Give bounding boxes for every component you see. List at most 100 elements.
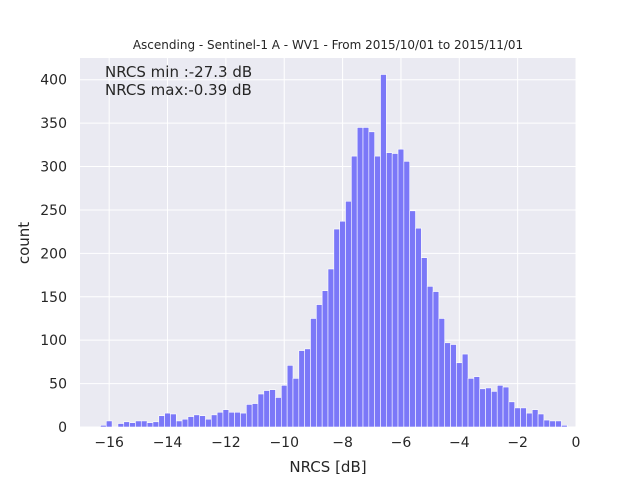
histogram-bar xyxy=(292,378,300,428)
x-tick-label: −2 xyxy=(507,435,528,451)
histogram-bar xyxy=(234,411,241,428)
histogram-bar xyxy=(123,421,130,428)
chart-title: Ascending - Sentinel-1 A - WV1 - From 20… xyxy=(133,38,523,52)
histogram-bar xyxy=(543,419,551,428)
nrcs-max-annotation: NRCS max:-0.39 dB xyxy=(105,81,252,99)
histogram-bar xyxy=(397,148,405,428)
histogram-bar xyxy=(129,422,136,428)
histogram-bar xyxy=(333,228,340,428)
histogram-bars xyxy=(100,74,568,428)
histogram-bar xyxy=(339,220,346,428)
histogram-bar xyxy=(298,350,305,428)
histogram-bar xyxy=(467,378,475,428)
histogram-bar xyxy=(205,418,212,428)
y-tick-label: 250 xyxy=(40,203,67,219)
histogram-bar xyxy=(140,420,148,428)
histogram-bar xyxy=(514,407,521,428)
histogram-bar xyxy=(351,155,358,428)
histogram-bar xyxy=(531,409,539,428)
histogram-bar xyxy=(327,268,335,428)
histogram-bar xyxy=(380,74,387,428)
histogram-bar xyxy=(432,291,440,428)
y-tick-label: 400 xyxy=(40,73,67,89)
y-tick-label: 100 xyxy=(40,333,67,349)
nrcs-min-annotation: NRCS min :-27.3 dB xyxy=(105,63,252,81)
histogram-bar xyxy=(555,420,562,428)
x-tick-label: −14 xyxy=(153,435,183,451)
y-tick-label: 50 xyxy=(49,377,67,393)
histogram-bar xyxy=(403,161,410,428)
x-axis-label: NRCS [dB] xyxy=(289,458,366,476)
y-axis-label: count xyxy=(15,222,33,264)
histogram-bar xyxy=(368,131,375,428)
histogram-bar xyxy=(362,127,370,428)
histogram-bar xyxy=(117,423,125,428)
histogram-bar xyxy=(251,403,259,428)
y-tick-label: 200 xyxy=(40,246,67,262)
histogram-bar xyxy=(421,257,428,428)
histogram-bar xyxy=(321,290,329,428)
y-tick-label: 350 xyxy=(40,116,67,132)
histogram-bar xyxy=(461,353,469,428)
histogram-bar xyxy=(187,416,195,428)
histogram-bar xyxy=(199,415,206,428)
histogram-bar xyxy=(286,365,294,428)
x-tick-label: −10 xyxy=(269,435,299,451)
histogram-bar xyxy=(164,412,171,428)
histogram-bar xyxy=(502,386,510,428)
x-tick-label: 0 xyxy=(572,435,581,451)
histogram-bar xyxy=(496,385,504,428)
x-tick-labels: −16 −14 −12 −10 −8 −6 −4 −2 0 xyxy=(94,435,580,451)
histogram-bar xyxy=(386,152,393,428)
histogram-bar xyxy=(228,411,235,428)
x-tick-label: −12 xyxy=(211,435,241,451)
histogram-bar xyxy=(479,388,486,428)
histogram-bar xyxy=(263,390,270,428)
histogram-bar xyxy=(473,376,481,428)
histogram-bar xyxy=(105,420,113,428)
histogram-bar xyxy=(444,342,451,428)
histogram-bar xyxy=(549,420,556,428)
histogram-bar xyxy=(485,387,492,428)
x-tick-label: −8 xyxy=(332,435,353,451)
histogram-bar xyxy=(374,155,381,428)
histogram-bar xyxy=(181,418,189,428)
histogram-bar xyxy=(316,304,323,428)
histogram-bar xyxy=(345,200,352,428)
histogram-bar xyxy=(356,127,364,428)
histogram-bar xyxy=(456,362,463,428)
histogram-bar xyxy=(193,414,200,428)
histogram-bar xyxy=(135,420,142,428)
histogram-bar xyxy=(216,411,224,428)
histogram-bar xyxy=(269,389,276,428)
y-tick-label: 0 xyxy=(58,420,67,436)
histogram-bar xyxy=(391,153,399,428)
histogram-bar xyxy=(257,393,265,428)
histogram-bar xyxy=(281,385,288,428)
histogram-bar xyxy=(438,318,446,428)
histogram-bar xyxy=(426,286,434,428)
x-tick-label: −16 xyxy=(94,435,124,451)
y-tick-label: 300 xyxy=(40,160,67,176)
histogram-bar xyxy=(222,409,230,428)
histogram-bar xyxy=(304,348,311,428)
y-tick-label: 150 xyxy=(40,290,67,306)
histogram-bar xyxy=(158,415,165,428)
histogram-bar xyxy=(246,404,253,428)
histogram-bar xyxy=(146,422,154,428)
histogram-bar xyxy=(100,424,107,428)
histogram-bar xyxy=(409,210,416,428)
histogram-bar xyxy=(240,412,247,428)
histogram-bar xyxy=(561,424,568,428)
histogram-bar xyxy=(450,344,457,428)
histogram-bar xyxy=(415,227,422,428)
histogram-bar xyxy=(170,413,177,428)
histogram-bar xyxy=(152,421,160,428)
histogram-bar xyxy=(275,397,282,428)
histogram-bar xyxy=(310,318,317,428)
histogram-bar xyxy=(491,391,498,428)
histogram-bar xyxy=(175,420,183,428)
y-tick-labels: 0 50 100 150 200 250 300 350 400 xyxy=(40,73,67,436)
histogram-bar xyxy=(520,407,527,428)
